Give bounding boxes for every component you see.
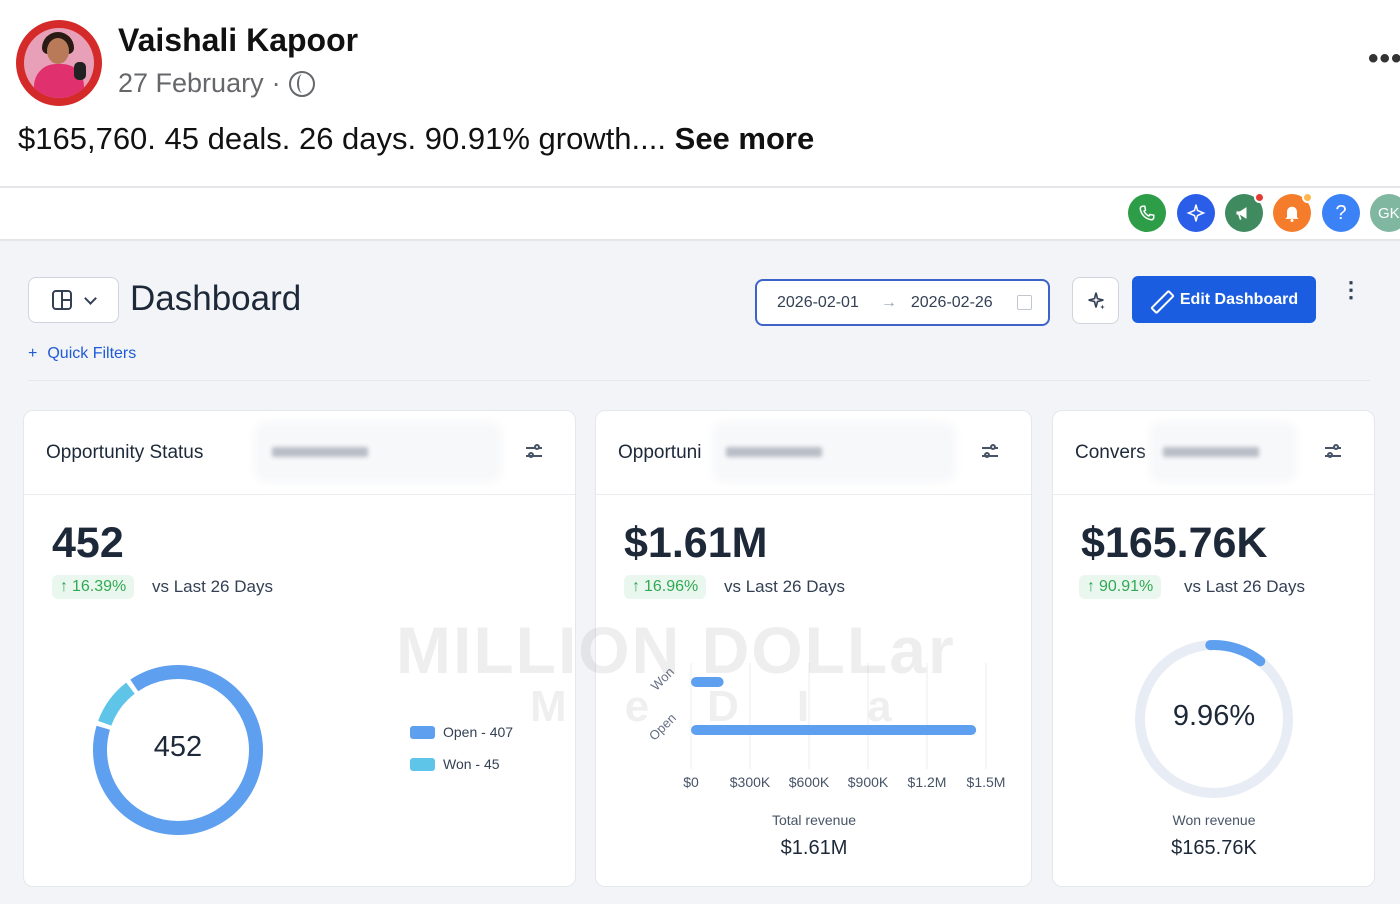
help-icon[interactable]: ? xyxy=(1322,194,1360,232)
post-header: Vaishali Kapoor 27 February · ••• $165,7… xyxy=(0,0,1400,186)
status-donut-chart xyxy=(93,665,263,835)
post-body: $165,760. 45 deals. 26 days. 90.91% grow… xyxy=(18,121,667,156)
metric-value: $1.61M xyxy=(624,519,768,567)
x-tick-label: $600K xyxy=(788,774,830,790)
filter-icon[interactable] xyxy=(1325,444,1343,460)
pipeline-select[interactable] xyxy=(1155,427,1291,477)
layout-icon xyxy=(52,290,72,310)
microphone-icon xyxy=(74,62,86,80)
comparison-label: vs Last 26 Days xyxy=(1184,577,1305,596)
more-menu-icon[interactable]: ⋮ xyxy=(1340,277,1362,302)
arrow-right-icon: → xyxy=(880,293,897,311)
post-text: $165,760. 45 deals. 26 days. 90.91% grow… xyxy=(18,121,814,157)
author-name[interactable]: Vaishali Kapoor xyxy=(118,22,359,58)
edit-dashboard-label: Edit Dashboard xyxy=(1179,290,1299,308)
card-title: Convers xyxy=(1075,442,1146,463)
phone-icon[interactable] xyxy=(1128,194,1166,232)
ai-insights-button[interactable] xyxy=(1072,277,1119,324)
globe-icon xyxy=(288,70,315,97)
calendar-icon xyxy=(1017,295,1032,310)
donut-center-value: 452 xyxy=(153,731,203,763)
date-separator: · xyxy=(271,68,281,98)
bell-icon[interactable] xyxy=(1273,192,1313,232)
sparkle-icon xyxy=(1087,292,1105,309)
card-header: Opportuni xyxy=(596,411,1031,495)
x-tick-label: $0 xyxy=(683,774,699,790)
arrow-up-icon: ↑ xyxy=(60,578,68,595)
delta-badge: ↑ 16.39% xyxy=(52,575,135,599)
legend-item-open[interactable]: Open - 407 xyxy=(410,724,513,740)
conversion-card: Convers $165.76K ↑ 90.91% vs Last 26 Day… xyxy=(1052,410,1375,887)
megaphone-icon[interactable] xyxy=(1225,192,1265,232)
user-avatar[interactable]: GK xyxy=(1370,194,1400,232)
x-tick-label: $300K xyxy=(729,774,771,790)
metric-value: 452 xyxy=(52,519,124,567)
delta-value: 16.96% xyxy=(644,578,699,595)
see-more-link[interactable]: See more xyxy=(674,121,815,156)
y-label-won: Won xyxy=(648,664,677,693)
card-header: Convers xyxy=(1053,411,1374,495)
filter-icon[interactable] xyxy=(982,444,1000,460)
comparison-label: vs Last 26 Days xyxy=(724,577,845,596)
revenue-bar-chart: Won Open xyxy=(646,663,987,769)
pencil-icon xyxy=(1150,290,1170,310)
edit-dashboard-button[interactable]: Edit Dashboard xyxy=(1132,276,1316,323)
delta-badge: ↑ 90.91% xyxy=(1079,575,1162,599)
legend-item-won[interactable]: Won - 45 xyxy=(410,756,500,772)
y-label-open: Open xyxy=(646,710,679,743)
x-tick-label: $1.2M xyxy=(907,774,947,790)
dashboard: Dashboard 2026-02-01 → 2026-02-26 Edit D… xyxy=(0,241,1400,904)
page-title: Dashboard xyxy=(130,279,302,318)
card-title: Opportuni xyxy=(618,442,702,463)
opportunity-status-card: Opportunity Status 452 ↑ 16.39% vs Last … xyxy=(23,410,576,887)
bar-won[interactable] xyxy=(691,677,724,687)
delta-badge: ↑ 16.96% xyxy=(624,575,707,599)
quick-filters-label: Quick Filters xyxy=(47,345,137,362)
total-revenue-value: $1.61M xyxy=(780,837,848,859)
bar-open[interactable] xyxy=(691,725,977,735)
delta-value: 16.39% xyxy=(72,578,127,595)
conversion-gauge-chart xyxy=(1135,640,1293,798)
plus-icon: + xyxy=(28,345,38,362)
card-title: Opportunity Status xyxy=(46,442,204,463)
post-date: 27 February · xyxy=(118,68,315,99)
comparison-label: vs Last 26 Days xyxy=(152,577,273,596)
app-topbar: ? GK xyxy=(0,186,1400,241)
pipeline-select[interactable] xyxy=(260,427,496,477)
won-revenue-value: $165.76K xyxy=(1171,837,1257,859)
metric-value: $165.76K xyxy=(1081,519,1268,567)
gauge-center-value: 9.96% xyxy=(1172,700,1256,732)
delta-value: 90.91% xyxy=(1099,578,1154,595)
arrow-up-icon: ↑ xyxy=(1087,578,1095,595)
sparkle-icon[interactable] xyxy=(1177,194,1215,232)
notification-badge xyxy=(1302,192,1313,203)
x-tick-label: $900K xyxy=(847,774,889,790)
pipeline-select[interactable] xyxy=(718,427,950,477)
quick-filters-button[interactable]: + Quick Filters xyxy=(28,345,136,363)
chevron-down-icon xyxy=(84,291,97,305)
donut-slice-won[interactable] xyxy=(98,682,135,726)
filter-icon[interactable] xyxy=(526,444,544,460)
won-revenue-label: Won revenue xyxy=(1172,812,1256,828)
donut-slice-open[interactable] xyxy=(93,665,263,835)
layout-switcher-button[interactable] xyxy=(28,277,119,323)
total-revenue-label: Total revenue xyxy=(771,812,857,828)
date-from[interactable]: 2026-02-01 xyxy=(777,293,859,311)
author-avatar[interactable] xyxy=(16,20,102,106)
more-options-icon[interactable]: ••• xyxy=(1368,42,1400,75)
notification-badge xyxy=(1254,192,1265,203)
gauge-value-arc[interactable] xyxy=(1205,640,1266,667)
divider xyxy=(28,380,1370,381)
date-to[interactable]: 2026-02-26 xyxy=(910,293,993,311)
opportunity-value-card: Opportuni $1.61M ↑ 16.96% vs Last 26 Day… xyxy=(595,410,1032,887)
date-range-picker[interactable]: 2026-02-01 → 2026-02-26 xyxy=(755,279,1050,326)
arrow-up-icon: ↑ xyxy=(632,578,640,595)
x-tick-label: $1.5M xyxy=(966,774,1006,790)
post-date-text[interactable]: 27 February xyxy=(118,68,264,98)
card-header: Opportunity Status xyxy=(24,411,575,495)
